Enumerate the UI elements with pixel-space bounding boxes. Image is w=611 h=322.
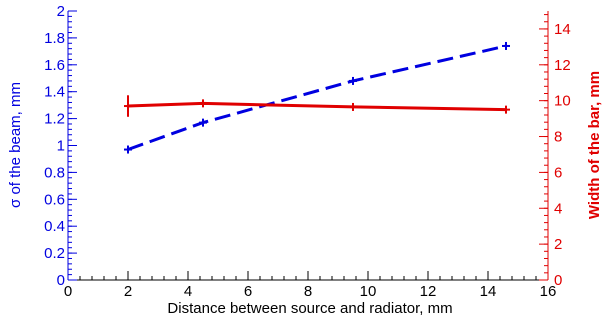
y-left-tick-label: 2 (57, 3, 65, 20)
y-axis-left: 0 0.2 0.4 0.6 0.8 1 1.2 1.4 1.6 1.8 2 (44, 3, 77, 289)
x-tick-label: 2 (124, 283, 132, 300)
series-2-line (127, 101, 507, 112)
y-left-tick-label: 1.2 (44, 111, 65, 128)
x-axis: 0 2 4 6 8 10 12 14 16 (64, 271, 557, 300)
y-right-tick-label: 4 (554, 200, 562, 217)
x-tick-label: 0 (64, 283, 72, 300)
y-left-tick-label: 0.4 (44, 218, 65, 235)
y-left-tick-label: 1.6 (44, 57, 65, 74)
x-tick-label: 16 (540, 283, 557, 300)
series-1-line (127, 44, 507, 151)
y-left-tick-label: 0.8 (44, 164, 65, 181)
y-axis-right: 0 2 4 6 8 10 12 14 (539, 11, 571, 289)
y-right-tick-label: 0 (554, 272, 562, 289)
y-left-tick-label: 1.8 (44, 30, 65, 47)
y-right-tick-label: 14 (554, 21, 571, 38)
x-tick-label: 8 (304, 283, 312, 300)
x-tick-label: 12 (420, 283, 437, 300)
y-right-tick-label: 2 (554, 236, 562, 253)
y-left-tick-label: 0.6 (44, 191, 65, 208)
plot-series (124, 41, 510, 154)
x-tick-label: 10 (360, 283, 377, 300)
y-left-tick-label: 0.2 (44, 245, 65, 262)
x-tick-label: 14 (480, 283, 497, 300)
x-tick-label: 4 (184, 283, 192, 300)
y-left-tick-label: 0 (57, 272, 65, 289)
y-left-tick-label: 1 (57, 138, 65, 155)
y-axis-left-title: σ of the beam, mm (7, 82, 24, 208)
y-left-tick-label: 1.4 (44, 84, 65, 101)
y-right-tick-label: 6 (554, 164, 562, 181)
y-right-tick-label: 10 (554, 93, 571, 110)
y-right-tick-label: 12 (554, 57, 571, 74)
y-right-tick-label: 8 (554, 129, 562, 146)
x-axis-title: Distance between source and radiator, mm (167, 300, 452, 317)
y-axis-right-title: Width of the bar, mm (586, 71, 603, 219)
x-tick-label: 6 (244, 283, 252, 300)
